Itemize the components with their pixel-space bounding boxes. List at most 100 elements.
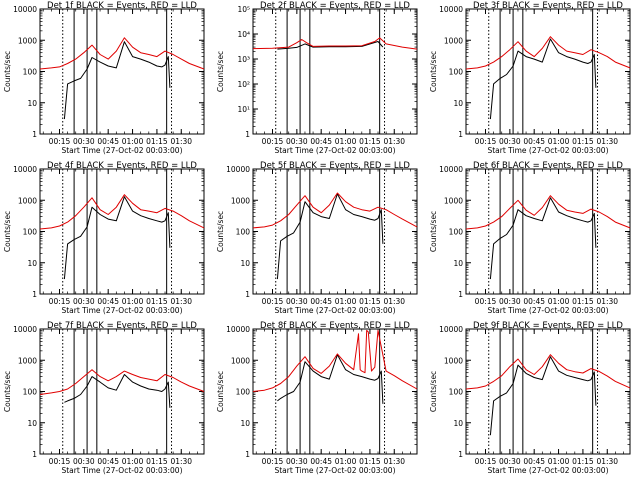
y-tick-label: 100 bbox=[236, 228, 251, 237]
x-tick-label: 01:30 bbox=[170, 457, 192, 466]
chart-title: Det 3f BLACK = Events, RED = LLD bbox=[473, 1, 623, 11]
y-tick-label: 10000 bbox=[13, 165, 37, 174]
detector-panel: Det 6f BLACK = Events, RED = LLD 1 10 100 10… bbox=[426, 160, 639, 320]
x-axis-label: Start Time (27-Oct-02 00:03:00) bbox=[274, 146, 395, 155]
y-tick-label: 100 bbox=[23, 228, 38, 237]
detector-chart: Det 4f BLACK = Events, RED = LLD 1 10 100 10… bbox=[3, 161, 205, 315]
x-tick-label: 01:30 bbox=[383, 137, 405, 146]
events-series-line bbox=[489, 197, 597, 280]
x-tick-label: 01:30 bbox=[383, 297, 405, 306]
y-axis-label: Counts/sec bbox=[216, 211, 225, 252]
detector-chart: Det 1f BLACK = Events, RED = LLD 1 10 100 10… bbox=[3, 1, 205, 155]
lld-series-line bbox=[39, 369, 205, 395]
x-tick-label: 00:45 bbox=[523, 137, 545, 146]
lld-series-line bbox=[465, 195, 631, 230]
y-tick-label: 10 bbox=[240, 259, 250, 268]
events-series-line bbox=[489, 38, 597, 120]
events-series-line bbox=[276, 193, 384, 280]
x-axis-label: Start Time (27-Oct-02 00:03:00) bbox=[61, 466, 182, 475]
x-tick-label: 01:15 bbox=[146, 297, 168, 306]
y-tick-label: 10 bbox=[240, 419, 250, 428]
x-tick-label: 00:45 bbox=[523, 297, 545, 306]
x-tick-label: 01:30 bbox=[596, 457, 618, 466]
y-tick-label: 1 bbox=[458, 450, 463, 459]
y-tick-label: 10000 bbox=[13, 325, 37, 334]
y-tick-label: 10 bbox=[27, 259, 37, 268]
detector-panel: Det 2f BLACK = Events, RED = LLD 1 10¹ 10² 1… bbox=[213, 0, 426, 160]
y-tick-label: 100 bbox=[449, 228, 464, 237]
y-tick-label: 1000 bbox=[18, 196, 37, 205]
y-tick-label: 10² bbox=[237, 80, 250, 89]
y-tick-label: 10³ bbox=[237, 55, 250, 64]
x-tick-label: 00:30 bbox=[286, 137, 308, 146]
lld-series-line bbox=[465, 36, 631, 70]
y-tick-label: 1 bbox=[245, 130, 250, 139]
x-axis-label: Start Time (27-Oct-02 00:03:00) bbox=[487, 466, 608, 475]
y-axis-label: Counts/sec bbox=[429, 371, 438, 412]
x-tick-label: 00:15 bbox=[262, 137, 284, 146]
events-series-line bbox=[63, 196, 171, 280]
chart-title: Det 1f BLACK = Events, RED = LLD bbox=[47, 1, 197, 11]
events-series-line bbox=[277, 354, 384, 404]
chart-title: Det 2f BLACK = Events, RED = LLD bbox=[260, 1, 410, 11]
x-tick-label: 00:15 bbox=[49, 137, 71, 146]
x-tick-label: 00:45 bbox=[97, 457, 119, 466]
x-tick-label: 00:30 bbox=[499, 457, 521, 466]
chart-title: Det 4f BLACK = Events, RED = LLD bbox=[47, 161, 197, 171]
y-tick-label: 10¹ bbox=[237, 105, 250, 114]
x-tick-label: 00:45 bbox=[523, 457, 545, 466]
lld-series-line bbox=[252, 329, 418, 392]
events-series-line bbox=[489, 356, 597, 436]
lld-series-line bbox=[252, 37, 418, 50]
x-tick-label: 00:30 bbox=[286, 297, 308, 306]
x-tick-label: 00:45 bbox=[97, 297, 119, 306]
x-tick-label: 01:30 bbox=[170, 137, 192, 146]
y-tick-label: 10 bbox=[453, 259, 463, 268]
x-tick-label: 00:45 bbox=[310, 297, 332, 306]
chart-title: Det 8f BLACK = Events, RED = LLD bbox=[260, 321, 410, 331]
x-tick-label: 00:15 bbox=[475, 137, 497, 146]
y-axis-label: Counts/sec bbox=[3, 51, 12, 92]
y-tick-label: 10000 bbox=[439, 325, 463, 334]
y-axis-label: Counts/sec bbox=[216, 51, 225, 92]
x-tick-label: 00:15 bbox=[49, 297, 71, 306]
x-tick-label: 00:45 bbox=[97, 137, 119, 146]
y-axis-label: Counts/sec bbox=[429, 51, 438, 92]
detector-chart: Det 9f BLACK = Events, RED = LLD 1 10 100 10… bbox=[429, 321, 631, 475]
y-tick-label: 10000 bbox=[13, 5, 37, 14]
chart-title: Det 6f BLACK = Events, RED = LLD bbox=[473, 161, 623, 171]
detector-chart: Det 8f BLACK = Events, RED = LLD 1 10 100 10… bbox=[216, 321, 418, 475]
y-tick-label: 10000 bbox=[439, 165, 463, 174]
lld-series-line bbox=[465, 354, 631, 390]
plot-frame bbox=[465, 328, 631, 455]
x-tick-label: 01:15 bbox=[146, 137, 168, 146]
events-series-line bbox=[277, 41, 384, 50]
x-tick-label: 00:15 bbox=[475, 457, 497, 466]
x-tick-label: 00:30 bbox=[73, 137, 95, 146]
x-axis-label: Start Time (27-Oct-02 00:03:00) bbox=[487, 146, 608, 155]
chart-title: Det 5f BLACK = Events, RED = LLD bbox=[260, 161, 410, 171]
y-tick-label: 1000 bbox=[18, 356, 37, 365]
plot-frame bbox=[39, 328, 205, 455]
y-tick-label: 1 bbox=[245, 450, 250, 459]
x-axis-label: Start Time (27-Oct-02 00:03:00) bbox=[61, 306, 182, 315]
y-tick-label: 1000 bbox=[444, 356, 463, 365]
lld-series-line bbox=[39, 194, 205, 230]
chart-title: Det 7f BLACK = Events, RED = LLD bbox=[47, 321, 197, 331]
plot-frame bbox=[252, 8, 418, 135]
y-tick-label: 100 bbox=[236, 388, 251, 397]
y-tick-label: 1000 bbox=[444, 36, 463, 45]
y-tick-label: 1 bbox=[458, 290, 463, 299]
events-series-line bbox=[63, 41, 171, 120]
x-tick-label: 01:00 bbox=[548, 297, 570, 306]
y-tick-label: 10 bbox=[27, 419, 37, 428]
x-tick-label: 01:15 bbox=[359, 457, 381, 466]
y-tick-label: 1000 bbox=[231, 196, 250, 205]
detector-chart: Det 2f BLACK = Events, RED = LLD 1 10¹ 10² 1… bbox=[216, 1, 418, 155]
x-tick-label: 00:45 bbox=[310, 137, 332, 146]
detector-chart: Det 5f BLACK = Events, RED = LLD 1 10 100 10… bbox=[216, 161, 418, 315]
x-tick-label: 00:30 bbox=[286, 457, 308, 466]
x-tick-label: 00:15 bbox=[262, 457, 284, 466]
x-tick-label: 00:15 bbox=[475, 297, 497, 306]
x-axis-label: Start Time (27-Oct-02 00:03:00) bbox=[487, 306, 608, 315]
